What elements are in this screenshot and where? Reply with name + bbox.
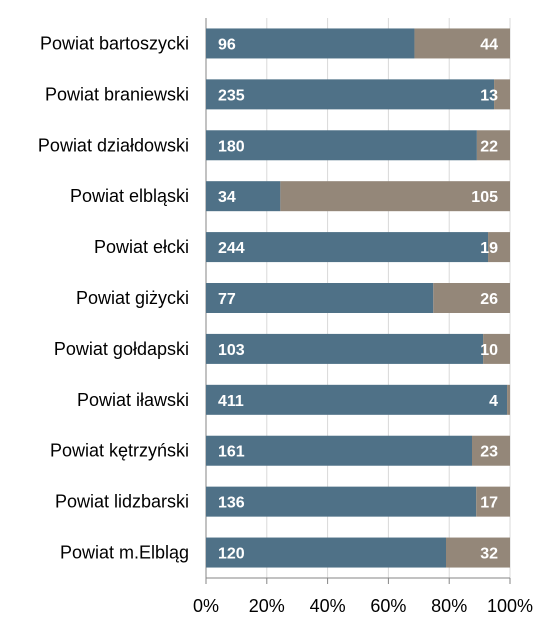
data-label-series-1: 411 (218, 393, 244, 410)
category-labels: Powiat bartoszycki Powiat braniewski Powia… (38, 33, 189, 562)
bar-segment-series-2 (446, 537, 510, 568)
bar-segment-series-2 (280, 181, 510, 212)
bar-segment-series-1 (206, 537, 446, 568)
x-tick-label: 100% (487, 596, 533, 616)
x-tick-label: 40% (310, 596, 346, 616)
data-label-series-2: 19 (480, 240, 498, 257)
data-label-series-2: 32 (480, 546, 498, 563)
data-label-series-1: 120 (218, 546, 245, 563)
category-label: Powiat elbląski (70, 186, 189, 206)
x-tick-label: 80% (431, 596, 467, 616)
category-label: Powiat kętrzyński (50, 441, 189, 461)
data-label-series-2: 22 (480, 138, 498, 155)
category-label: Powiat gołdapski (54, 339, 189, 359)
category-label: Powiat działdowski (38, 135, 189, 155)
data-label-series-1: 34 (218, 189, 236, 206)
data-label-series-1: 96 (218, 36, 236, 53)
bar-segment-series-2 (483, 333, 510, 364)
data-label-series-2: 17 (480, 495, 498, 512)
data-label-series-2: 26 (480, 291, 498, 308)
bar-segment-series-2 (507, 384, 510, 415)
bar-segment-series-1 (206, 79, 495, 110)
x-tick-label: 20% (249, 596, 285, 616)
bar-segment-series-1 (206, 130, 477, 161)
data-label-series-1: 77 (218, 291, 236, 308)
data-label-series-2: 105 (471, 189, 498, 206)
data-label-series-1: 103 (218, 342, 245, 359)
data-label-series-2: 23 (480, 444, 498, 461)
x-axis: 0% 20% 40% 60% 80% 100% (193, 577, 533, 616)
x-tick-label: 60% (370, 596, 406, 616)
bar-segment-series-2 (433, 283, 510, 313)
data-label-series-1: 136 (218, 495, 245, 512)
bar-segment-series-2 (472, 435, 510, 466)
bar-segment-series-1 (206, 384, 508, 415)
data-label-series-1: 235 (218, 87, 245, 104)
category-label: Powiat bartoszycki (40, 33, 189, 53)
bar-segment-series-1 (206, 232, 489, 263)
bar-segment-series-1 (206, 28, 415, 59)
category-label: Powiat lidzbarski (55, 492, 189, 512)
bar-segment-series-1 (206, 435, 472, 466)
data-label-series-2: 13 (480, 87, 498, 104)
data-label-series-1: 161 (218, 444, 245, 461)
bar-segment-series-1 (206, 333, 484, 364)
bar-segment-series-2 (476, 130, 510, 161)
category-label: Powiat braniewski (45, 84, 189, 104)
bar-segment-series-2 (488, 232, 510, 263)
bar-segment-series-1 (206, 283, 434, 313)
data-label-series-2: 10 (480, 342, 498, 359)
data-label-series-1: 180 (218, 138, 245, 155)
x-tick-label: 0% (193, 596, 219, 616)
category-label: Powiat giżycki (76, 288, 189, 308)
category-label: Powiat iławski (77, 390, 189, 410)
data-label-series-2: 44 (480, 36, 498, 53)
value-labels: 96 44 235 13 180 22 34 105 244 19 77 26 103 10 411 4 161… (218, 36, 498, 562)
data-label-series-1: 244 (218, 240, 245, 257)
bar-segment-series-2 (476, 486, 510, 517)
category-label: Powiat m.Elbląg (60, 543, 189, 563)
bar-segment-series-2 (414, 28, 510, 59)
data-label-series-2: 4 (489, 393, 498, 410)
category-label: Powiat ełcki (94, 237, 189, 257)
bar-segment-series-1 (206, 181, 281, 212)
bar-segment-series-2 (494, 79, 510, 110)
bar-segment-series-1 (206, 486, 477, 517)
bars (206, 28, 510, 568)
